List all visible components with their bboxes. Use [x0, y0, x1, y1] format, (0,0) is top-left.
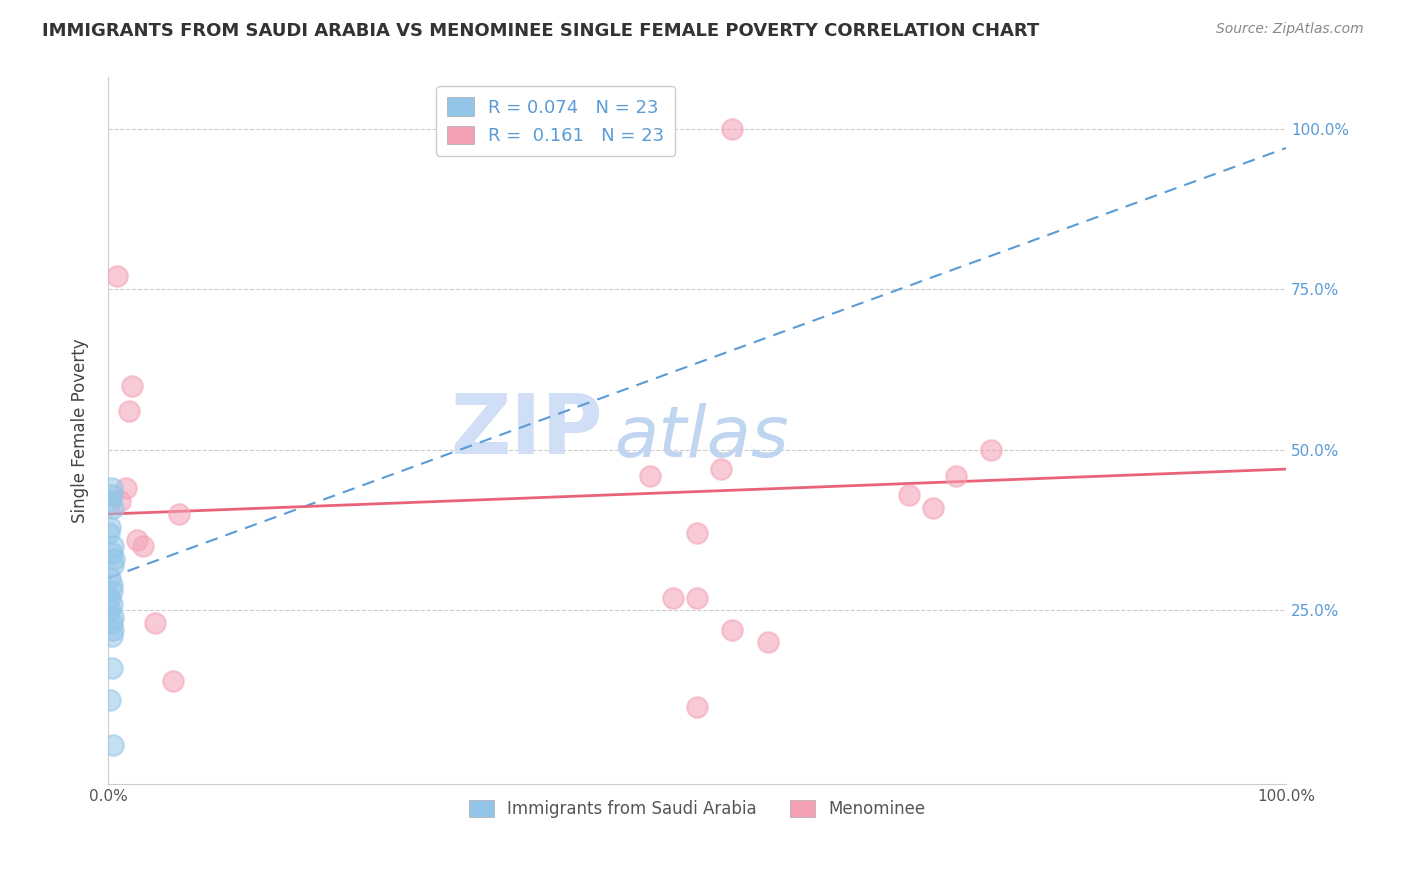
Point	[107, 269, 129, 284]
Point	[101, 623, 124, 637]
Point	[162, 673, 184, 688]
Legend: Immigrants from Saudi Arabia, Menominee: Immigrants from Saudi Arabia, Menominee	[463, 793, 932, 825]
Point	[686, 699, 709, 714]
Point	[100, 482, 122, 496]
Point	[98, 591, 121, 605]
Point	[898, 488, 921, 502]
Point	[100, 584, 122, 599]
Point	[721, 121, 744, 136]
Point	[127, 533, 149, 547]
Point	[638, 468, 661, 483]
Point	[980, 442, 1002, 457]
Point	[756, 635, 779, 649]
Point	[167, 507, 190, 521]
Text: atlas: atlas	[614, 403, 789, 472]
Point	[98, 526, 121, 541]
Point	[98, 693, 121, 707]
Point	[662, 591, 685, 605]
Point	[101, 738, 124, 752]
Point	[100, 577, 122, 591]
Point	[101, 609, 124, 624]
Point	[945, 468, 967, 483]
Point	[118, 404, 141, 418]
Point	[98, 520, 121, 534]
Point	[98, 494, 121, 508]
Point	[143, 616, 166, 631]
Point	[686, 526, 709, 541]
Point	[121, 378, 143, 392]
Y-axis label: Single Female Poverty: Single Female Poverty	[72, 338, 89, 523]
Point	[921, 500, 943, 515]
Point	[108, 494, 131, 508]
Point	[103, 552, 125, 566]
Point	[100, 597, 122, 611]
Point	[686, 591, 709, 605]
Point	[132, 539, 155, 553]
Text: ZIP: ZIP	[450, 390, 603, 471]
Point	[100, 545, 122, 559]
Point	[101, 558, 124, 573]
Point	[114, 482, 136, 496]
Point	[721, 623, 744, 637]
Point	[101, 539, 124, 553]
Point	[709, 462, 731, 476]
Text: Source: ZipAtlas.com: Source: ZipAtlas.com	[1216, 22, 1364, 37]
Point	[100, 488, 122, 502]
Text: IMMIGRANTS FROM SAUDI ARABIA VS MENOMINEE SINGLE FEMALE POVERTY CORRELATION CHAR: IMMIGRANTS FROM SAUDI ARABIA VS MENOMINE…	[42, 22, 1039, 40]
Point	[101, 500, 124, 515]
Point	[98, 571, 121, 585]
Point	[100, 616, 122, 631]
Point	[100, 629, 122, 643]
Point	[100, 661, 122, 675]
Point	[98, 603, 121, 617]
